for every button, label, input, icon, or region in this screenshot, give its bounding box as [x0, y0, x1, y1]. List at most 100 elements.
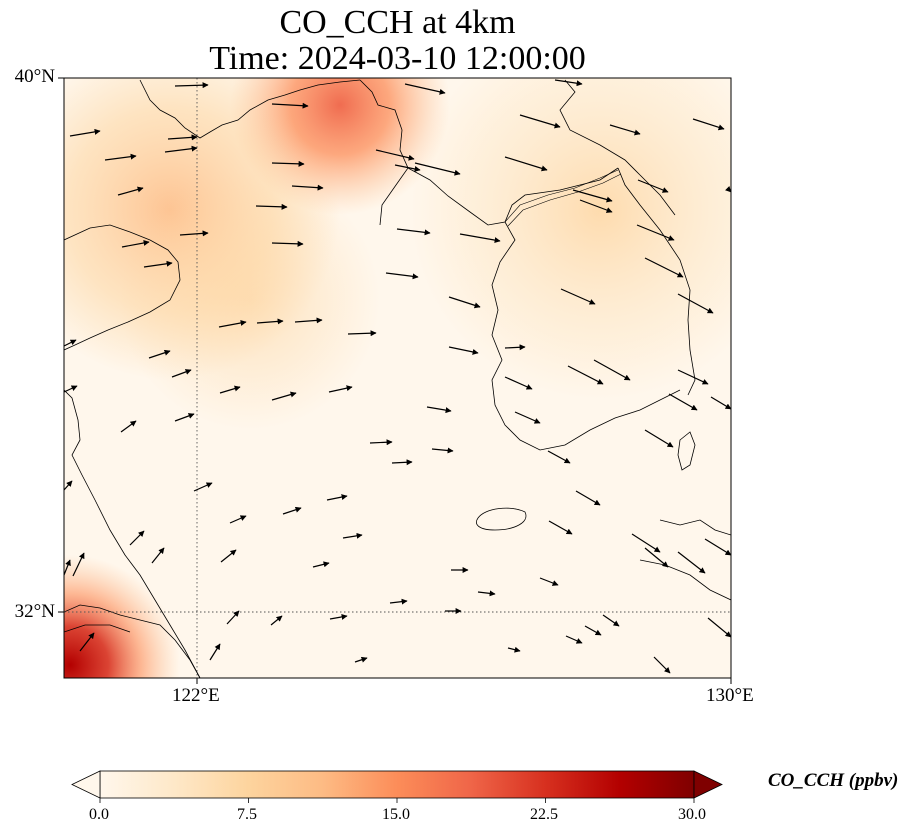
wind-arrow [448, 346, 479, 355]
wind-arrow [369, 439, 393, 446]
wind-arrow [567, 365, 604, 385]
wind-arrow [129, 530, 145, 546]
wind-arrow [504, 376, 533, 390]
map-title: CO_CCH at 4km [279, 4, 516, 41]
wind-arrow [164, 145, 198, 153]
wind-arrow [143, 260, 173, 268]
wind-arrow [117, 186, 144, 196]
colorbar-label: CO_CCH (ppbv) [768, 770, 899, 791]
wind-arrow [375, 149, 415, 161]
wind-arrow [179, 230, 209, 237]
lat-label-40n: 40°N [14, 66, 55, 87]
wind-arrow [220, 549, 237, 563]
wind-arrow [704, 538, 732, 556]
wind-arrow [448, 296, 481, 309]
wind-arrow [579, 199, 613, 213]
colorbar-tick-0: 0.0 [89, 806, 109, 823]
wind-arrow [326, 494, 348, 501]
wind-arrow [294, 317, 323, 324]
wind-arrow [636, 224, 675, 241]
wind-arrow [151, 547, 165, 564]
lon-label-122e: 122°E [172, 685, 220, 706]
kyushu-coast-2 [639, 559, 731, 601]
coastline-korea-east [617, 167, 696, 396]
wind-arrow [63, 480, 73, 491]
wind-arrow [271, 102, 309, 109]
jeju-island [476, 507, 527, 531]
wind-arrow [477, 590, 496, 597]
wind-arrow [209, 643, 221, 661]
wind-arrow [347, 330, 377, 337]
concentration-field [64, 78, 731, 678]
wind-arrow [707, 617, 732, 638]
map-frame [63, 77, 732, 679]
wind-arrow [174, 82, 209, 89]
colorbar-tick-3: 22.5 [530, 806, 558, 823]
wind-arrow [270, 615, 283, 626]
wind-arrow [710, 396, 732, 410]
wind-arrow [593, 359, 631, 381]
colorbar-body [99, 770, 695, 799]
map-subtitle-time: Time: 2024-03-10 12:00:00 [209, 40, 586, 77]
coastline-liaodong [359, 79, 409, 226]
wind-arrow [414, 162, 461, 176]
wind-arrow [218, 320, 247, 328]
yangtze-estuary-2 [64, 624, 131, 633]
wind-arrow [69, 128, 101, 137]
kyushu-coast [659, 519, 731, 536]
wind-arrow [391, 459, 413, 466]
wind-vectors [63, 79, 732, 674]
wind-arrow [312, 561, 330, 568]
wind-arrow [121, 240, 150, 248]
lon-label-130e: 130°E [706, 685, 754, 706]
wind-arrow [291, 184, 324, 191]
lat-label-32n: 32°N [14, 601, 55, 622]
wind-arrow [572, 189, 613, 203]
wind-arrow [148, 349, 171, 359]
wind-arrow [271, 240, 304, 247]
wind-arrow [653, 656, 671, 674]
wind-arrow [271, 391, 297, 401]
wind-arrow [539, 577, 559, 586]
colorbar [71, 770, 723, 803]
korea-border [504, 169, 619, 223]
wind-arrow [329, 613, 348, 620]
wind-arrow [554, 79, 583, 87]
coastlines [64, 79, 731, 678]
wind-arrow [256, 318, 284, 325]
wind-arrow [644, 257, 684, 278]
wind-arrow [504, 156, 548, 172]
wind-arrow [394, 164, 421, 172]
axis-ticks [58, 77, 732, 684]
wind-arrow [389, 598, 408, 605]
wind-arrow [547, 450, 571, 464]
wind-arrow [575, 490, 601, 506]
wind-arrow [63, 339, 77, 347]
wind-arrow [668, 393, 698, 411]
wind-arrow [174, 413, 195, 422]
wind-arrow [692, 118, 725, 131]
wind-arrow [644, 429, 674, 448]
wind-arrow [120, 420, 137, 433]
wind-arrow [104, 153, 137, 161]
coastline-north-korea-east [559, 79, 676, 216]
colorbar-tick-2: 15.0 [382, 806, 410, 823]
wind-arrow [385, 272, 419, 280]
wind-arrow [514, 411, 541, 424]
wind-arrow [548, 520, 573, 535]
wind-arrow [79, 632, 95, 652]
colorbar-extend-max [693, 770, 723, 799]
colorbar-tick-4: 30.0 [678, 806, 706, 823]
wind-arrow [565, 635, 583, 644]
yangtze-estuary [64, 604, 201, 678]
wind-arrow [560, 288, 596, 305]
wind-arrow [328, 385, 353, 393]
colorbar-tick-1: 7.5 [237, 806, 257, 823]
wind-arrow [637, 179, 669, 193]
wind-arrow [229, 515, 247, 524]
wind-arrow [504, 344, 526, 351]
wind-arrow [404, 83, 446, 95]
gridlines [64, 78, 731, 678]
wind-arrow [63, 559, 71, 576]
wind-arrow [396, 228, 431, 236]
